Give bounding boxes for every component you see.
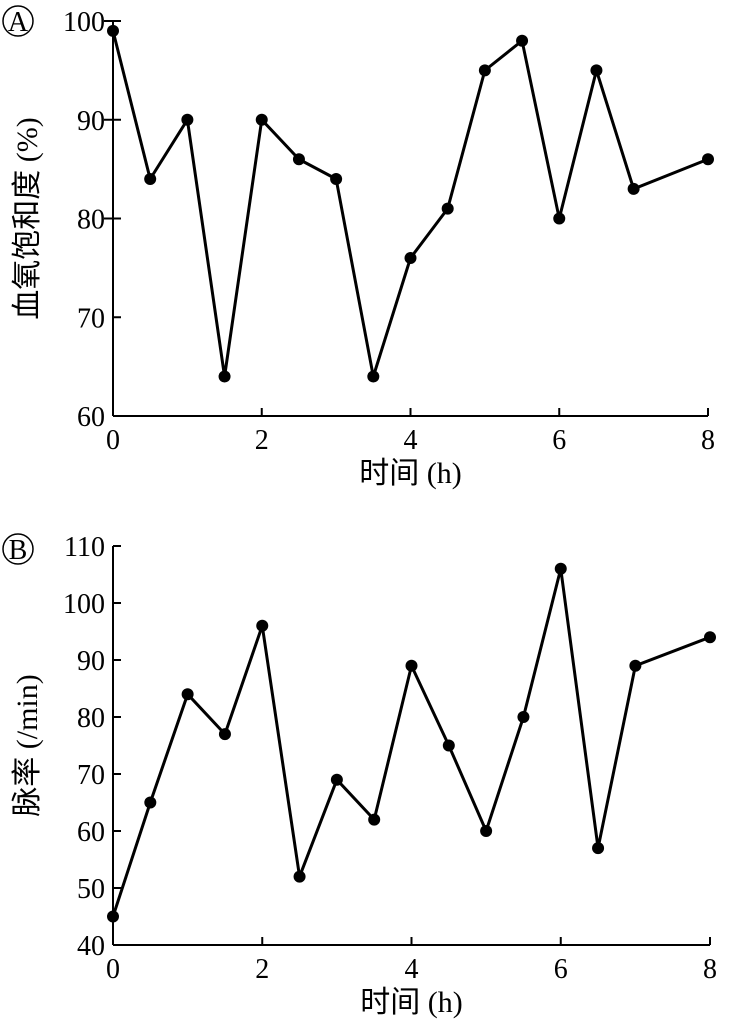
data-point [553, 212, 566, 225]
y-tick-label: 80 [77, 205, 105, 236]
data-point [441, 202, 454, 215]
data-point [592, 842, 605, 855]
data-point [330, 773, 343, 786]
y-tick-label: 80 [77, 703, 105, 734]
y-axis-title: 血氧饱和度 (%) [11, 117, 44, 319]
x-tick-label: 8 [701, 425, 715, 456]
chart-panel-a: A 0 2 4 6 8 60 70 80 90 100 时间 (h) 血氧饱和度 (%) [2, 5, 715, 490]
data-point [480, 825, 493, 837]
data-point [554, 562, 567, 575]
data-point [404, 252, 417, 264]
x-tick-label: 6 [554, 954, 568, 985]
data-point [629, 659, 642, 672]
data-point [405, 659, 418, 672]
y-tick-label: 70 [77, 303, 105, 334]
data-point [181, 113, 194, 126]
x-tick-label: 0 [106, 954, 120, 985]
data-point [368, 813, 381, 826]
x-tick-label: 8 [703, 954, 717, 985]
data-point [367, 370, 380, 383]
series-line [111, 567, 711, 917]
x-tick-label: 4 [405, 954, 419, 985]
x-tick-label: 0 [106, 425, 120, 456]
x-axis-title: 时间 (h) [359, 457, 461, 490]
data-point [256, 619, 269, 632]
x-tick-label: 4 [404, 425, 418, 456]
x-tick-label: 6 [552, 425, 566, 456]
panel-label-circle [2, 5, 34, 37]
y-tick-label: 60 [77, 402, 105, 433]
y-tick-label: 110 [64, 532, 105, 563]
y-axis-title: 脉率 (/min) [11, 674, 44, 817]
series-line [111, 30, 709, 378]
data-point [516, 34, 529, 47]
data-point [107, 24, 119, 37]
data-point [181, 688, 194, 701]
x-axis-title: 时间 (h) [360, 986, 462, 1019]
panel-label-circle [2, 533, 34, 565]
data-point [517, 711, 530, 723]
data-point [704, 631, 716, 644]
data-point [330, 173, 343, 185]
y-tick-label: 60 [77, 817, 105, 848]
panel-label: B [9, 535, 28, 566]
data-point [590, 64, 603, 77]
data-point [293, 870, 306, 883]
data-point [702, 153, 714, 166]
y-tick-label: 90 [77, 106, 105, 137]
data-point [218, 370, 231, 383]
data-point [107, 910, 119, 923]
data-point [292, 153, 305, 166]
data-point [144, 796, 157, 809]
chart-panel-b: B 0 2 4 6 8 40 50 60 70 80 90 100 110 时间 (h) 脉率 (/min) [2, 532, 717, 1019]
panel-label: A [8, 7, 29, 38]
x-tick-label: 2 [255, 954, 269, 985]
x-tick-label: 2 [255, 425, 269, 456]
y-tick-label: 100 [63, 589, 105, 620]
y-tick-label: 40 [77, 931, 105, 962]
data-point [627, 182, 640, 195]
y-tick-label: 50 [77, 874, 105, 905]
data-point [442, 739, 455, 752]
data-point [478, 64, 491, 77]
y-tick-label: 100 [63, 7, 105, 38]
data-point [144, 173, 157, 185]
y-tick-label: 70 [77, 760, 105, 791]
data-point [255, 113, 268, 126]
y-tick-label: 90 [77, 646, 105, 677]
data-point [218, 728, 231, 741]
